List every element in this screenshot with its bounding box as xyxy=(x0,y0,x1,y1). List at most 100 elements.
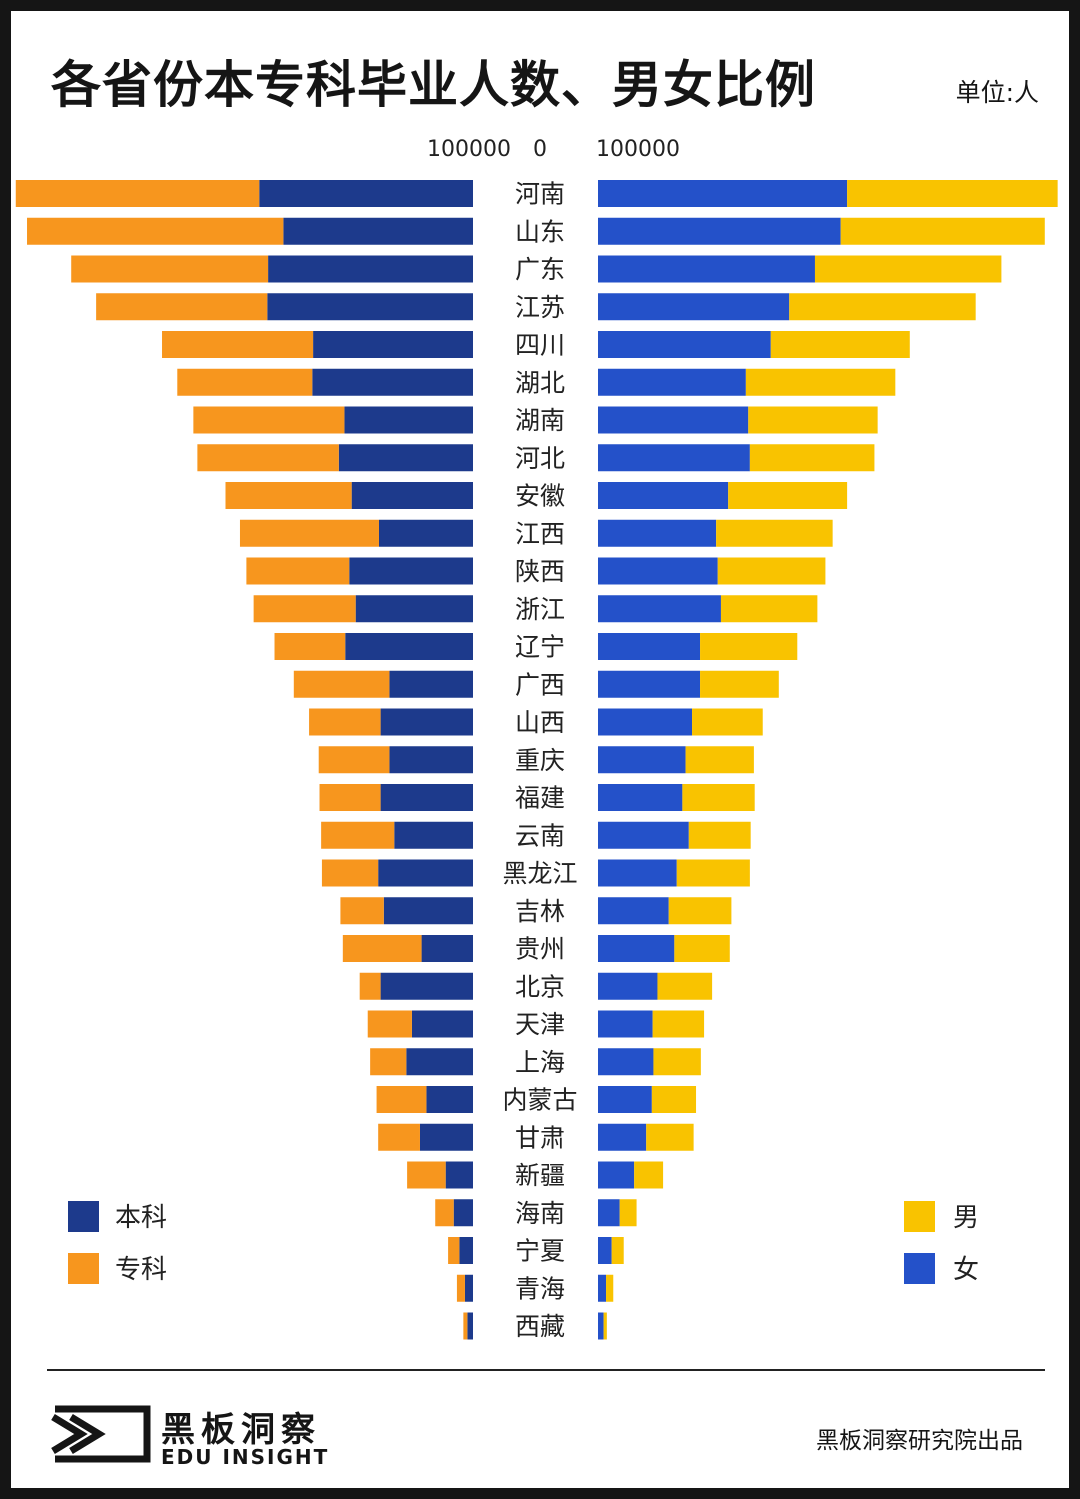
credit-line: 黑板洞察研究院出品 xyxy=(816,1428,1023,1454)
bar-zhuanke xyxy=(15,180,260,207)
legend-swatch-zhuanke xyxy=(68,1253,99,1284)
bar-zhuanke xyxy=(293,670,390,698)
bar-benke xyxy=(312,368,473,396)
legend-label: 专科 xyxy=(115,1255,167,1285)
bar-female xyxy=(598,897,669,925)
bar-female xyxy=(598,708,693,736)
bar-female xyxy=(598,1199,620,1227)
bar-male xyxy=(728,482,848,509)
left-axis-tick: 100000 xyxy=(427,137,511,162)
bar-female xyxy=(598,180,848,207)
bar-male xyxy=(700,633,798,660)
footer-divider xyxy=(47,1369,1045,1371)
bar-male xyxy=(847,180,1058,207)
bar-zhuanke xyxy=(370,1048,407,1076)
bar-benke xyxy=(426,1086,473,1113)
bar-zhuanke xyxy=(378,1123,420,1151)
page-title: 各省份本专科毕业人数、男女比例 xyxy=(51,56,816,114)
bar-benke xyxy=(313,331,473,358)
bar-male xyxy=(619,1199,637,1227)
bar-female xyxy=(598,519,717,547)
province-label: 青海 xyxy=(515,1274,565,1303)
bar-benke xyxy=(421,935,473,962)
bar-benke xyxy=(344,406,473,434)
bar-male xyxy=(745,368,896,396)
bar-zhuanke xyxy=(319,784,381,811)
bar-zhuanke xyxy=(274,633,346,660)
bar-benke xyxy=(338,444,473,472)
bar-male xyxy=(652,1010,705,1038)
bar-male xyxy=(717,557,826,585)
bar-zhuanke xyxy=(318,746,390,774)
bar-female xyxy=(598,1123,647,1151)
bar-female xyxy=(598,821,689,849)
legend-label: 男 xyxy=(953,1203,979,1233)
bar-female xyxy=(598,217,841,245)
bar-zhuanke xyxy=(407,1161,446,1189)
bar-zhuanke xyxy=(367,1010,412,1038)
bar-zhuanke xyxy=(253,595,356,623)
bar-female xyxy=(598,935,675,962)
bar-male xyxy=(603,1312,607,1340)
right-axis-tick: 100000 xyxy=(596,137,680,162)
bar-male xyxy=(685,746,754,774)
bar-zhuanke xyxy=(359,972,381,1000)
unit-label: 单位:人 xyxy=(955,78,1039,107)
bar-zhuanke xyxy=(463,1312,468,1340)
bar-female xyxy=(598,633,701,660)
bar-benke xyxy=(380,708,473,736)
bar-male xyxy=(692,708,763,736)
bar-female xyxy=(598,1048,654,1076)
bar-male xyxy=(789,293,976,321)
legend-swatch-female xyxy=(904,1253,935,1284)
province-label: 西藏 xyxy=(515,1312,565,1341)
bar-zhuanke xyxy=(162,331,314,358)
bar-zhuanke xyxy=(376,1086,427,1113)
bar-male xyxy=(657,972,713,1000)
bar-zhuanke xyxy=(309,708,381,736)
province-label: 陕西 xyxy=(515,557,565,586)
bar-male xyxy=(720,595,818,623)
bar-male xyxy=(676,859,750,887)
bar-benke xyxy=(394,821,473,849)
bar-benke xyxy=(419,1123,473,1151)
bar-male xyxy=(700,670,779,698)
bar-zhuanke xyxy=(27,217,284,245)
province-label: 上海 xyxy=(515,1048,565,1077)
province-label: 湖南 xyxy=(515,406,565,435)
bar-male xyxy=(606,1274,614,1302)
province-label: 江苏 xyxy=(515,293,565,322)
province-label: 辽宁 xyxy=(515,633,565,662)
bar-female xyxy=(598,1010,653,1038)
brand-name-en: EDU INSIGHT xyxy=(161,1445,330,1469)
bar-zhuanke xyxy=(435,1199,454,1227)
province-label: 河北 xyxy=(515,444,565,473)
bar-benke xyxy=(259,180,473,207)
butterfly-chart: 5000003000001000000100000300000500000河南山… xyxy=(15,137,1058,1341)
province-label: 吉林 xyxy=(515,897,565,926)
bar-male xyxy=(668,897,732,925)
bar-female xyxy=(598,595,721,623)
bar-zhuanke xyxy=(71,255,269,283)
bar-male xyxy=(840,217,1045,245)
bar-benke xyxy=(464,1274,473,1302)
province-label: 河南 xyxy=(515,180,565,209)
bar-male xyxy=(814,255,1002,283)
bar-female xyxy=(598,859,677,887)
province-label: 浙江 xyxy=(515,595,565,624)
bar-benke xyxy=(345,633,473,660)
province-label: 海南 xyxy=(515,1199,565,1228)
bar-zhuanke xyxy=(197,444,339,472)
legend-label: 女 xyxy=(953,1255,979,1285)
province-label: 广东 xyxy=(515,255,565,284)
bar-female xyxy=(598,784,683,811)
bar-female xyxy=(598,557,718,585)
province-label: 江西 xyxy=(515,519,565,548)
bar-male xyxy=(749,444,875,472)
bar-zhuanke xyxy=(456,1274,465,1302)
bar-benke xyxy=(453,1199,473,1227)
bar-female xyxy=(598,746,686,774)
bar-zhuanke xyxy=(246,557,350,585)
bar-benke xyxy=(459,1237,473,1264)
bar-benke xyxy=(351,482,473,509)
